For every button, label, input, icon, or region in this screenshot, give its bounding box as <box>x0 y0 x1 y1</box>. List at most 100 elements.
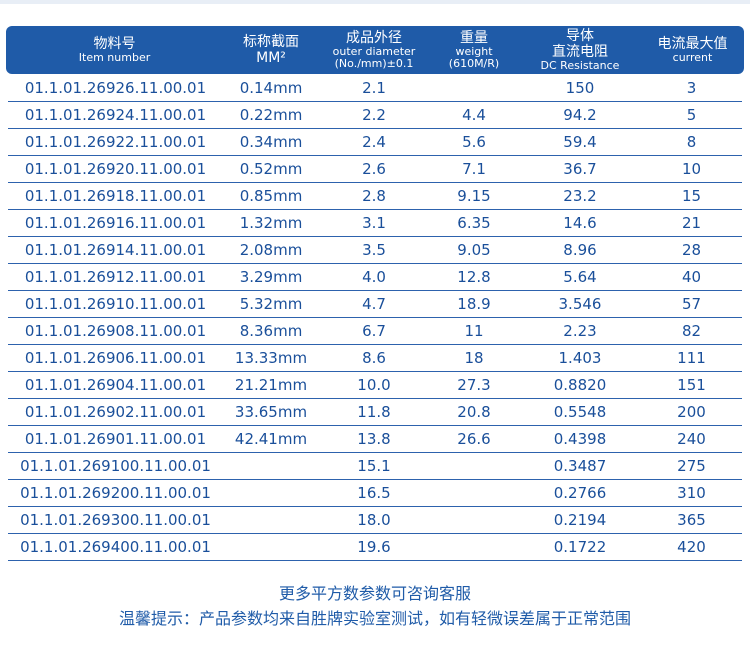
table-cell: 2.1 <box>319 75 429 102</box>
table-cell: 18.9 <box>429 290 519 318</box>
table-row: 01.1.01.26914.11.00.01 2.08mm 3.5 9.05 8.96 2… <box>8 236 742 264</box>
table-cell: 01.1.01.26918.11.00.01 <box>8 182 223 210</box>
table-cell: 0.2194 <box>519 506 641 534</box>
table-cell: 01.1.01.26914.11.00.01 <box>8 236 223 264</box>
table-row: 01.1.01.26906.11.00.01 13.33mm 8.6 18 1.403 1… <box>8 344 742 372</box>
table-cell: 2.08mm <box>223 236 319 264</box>
table-row: 01.1.01.26920.11.00.01 0.52mm 2.6 7.1 36.7 10 <box>8 155 742 183</box>
table-cell: 28 <box>641 236 742 264</box>
table-cell: 151 <box>641 371 742 399</box>
table-cell: 0.85mm <box>223 182 319 210</box>
table-cell: 420 <box>641 533 742 561</box>
table-cell: 12.8 <box>429 263 519 291</box>
table-cell: 6.7 <box>319 317 429 345</box>
table-cell: 0.14mm <box>223 75 319 102</box>
table-cell: 01.1.01.26926.11.00.01 <box>8 75 223 102</box>
table-cell: 3.5 <box>319 236 429 264</box>
table-cell: 0.1722 <box>519 533 641 561</box>
table-row: 01.1.01.269200.11.00.01 16.5 0.2766 310 <box>8 479 742 507</box>
table-cell: 7.1 <box>429 155 519 183</box>
table-row: 01.1.01.26902.11.00.01 33.65mm 11.8 20.8 0.5… <box>8 398 742 426</box>
table-cell: 18 <box>429 344 519 372</box>
table-cell: 27.3 <box>429 371 519 399</box>
table-row: 01.1.01.26926.11.00.01 0.14mm 2.1 150 3 <box>8 75 742 102</box>
table-cell <box>429 506 519 534</box>
table-cell: 200 <box>641 398 742 426</box>
table-cell: 11.8 <box>319 398 429 426</box>
table-cell: 3.546 <box>519 290 641 318</box>
table-cell: 111 <box>641 344 742 372</box>
table-cell: 01.1.01.26901.11.00.01 <box>8 425 223 453</box>
header-en: (610M/R) <box>448 57 500 70</box>
table-cell: 01.1.01.26904.11.00.01 <box>8 371 223 399</box>
table-cell: 2.4 <box>319 128 429 156</box>
table-row: 01.1.01.26908.11.00.01 8.36mm 6.7 11 2.23 82 <box>8 317 742 345</box>
table-row: 01.1.01.26924.11.00.01 0.22mm 2.2 4.4 94.2 5 <box>8 101 742 129</box>
table-cell: 3.1 <box>319 209 429 237</box>
table-cell: 0.34mm <box>223 128 319 156</box>
table-cell: 01.1.01.269100.11.00.01 <box>8 452 223 480</box>
table-cell: 16.5 <box>319 479 429 507</box>
table-cell: 21 <box>641 209 742 237</box>
table-cell <box>429 479 519 507</box>
table-cell: 0.2766 <box>519 479 641 507</box>
table-cell: 11 <box>429 317 519 345</box>
table-cell: 20.8 <box>429 398 519 426</box>
table-cell <box>223 533 319 561</box>
table-cell: 8.96 <box>519 236 641 264</box>
table-cell: 13.33mm <box>223 344 319 372</box>
table-cell: 8.36mm <box>223 317 319 345</box>
table-cell: 5.64 <box>519 263 641 291</box>
table-cell: 365 <box>641 506 742 534</box>
table-cell: 6.35 <box>429 209 519 237</box>
header-weight: 重量 weight (610M/R) <box>429 26 519 74</box>
header-en: weight <box>455 45 493 58</box>
more-info-note: 更多平方数参数可咨询客服 <box>278 584 471 603</box>
table-cell: 5.6 <box>429 128 519 156</box>
table-cell: 01.1.01.26922.11.00.01 <box>8 128 223 156</box>
table-cell: 150 <box>519 75 641 102</box>
header-zh: 直流电阻 <box>552 44 608 60</box>
header-outer-diameter: 成品外径 outer diameter (No./mm)±0.1 <box>319 26 429 74</box>
table-cell: 8.6 <box>319 344 429 372</box>
table-cell: 0.22mm <box>223 101 319 129</box>
header-zh: 导体 <box>566 28 594 44</box>
table-cell: 01.1.01.269200.11.00.01 <box>8 479 223 507</box>
table-cell: 23.2 <box>519 182 641 210</box>
table-cell <box>223 479 319 507</box>
header-zh: 成品外径 <box>346 30 402 46</box>
table-row: 01.1.01.269100.11.00.01 15.1 0.3487 275 <box>8 452 742 480</box>
table-cell: 2.23 <box>519 317 641 345</box>
table-cell: 36.7 <box>519 155 641 183</box>
table-cell: 01.1.01.26910.11.00.01 <box>8 290 223 318</box>
table-cell: 9.05 <box>429 236 519 264</box>
table-cell: 1.403 <box>519 344 641 372</box>
table-cell: 3.29mm <box>223 263 319 291</box>
table-row: 01.1.01.26904.11.00.01 21.21mm 10.0 27.3 0.8… <box>8 371 742 399</box>
table-cell: 01.1.01.269300.11.00.01 <box>8 506 223 534</box>
table-cell: 2.2 <box>319 101 429 129</box>
table-cell: 01.1.01.26924.11.00.01 <box>8 101 223 129</box>
header-zh: 电流最大值 <box>657 36 728 52</box>
table-cell: 01.1.01.26902.11.00.01 <box>8 398 223 426</box>
header-en: (No./mm)±0.1 <box>334 57 414 70</box>
table-row: 01.1.01.26916.11.00.01 1.32mm 3.1 6.35 14.6 2… <box>8 209 742 237</box>
header-zh: 重量 <box>460 30 488 46</box>
table-cell <box>223 506 319 534</box>
disclaimer-note: 温馨提示：产品参数均来自胜牌实验室测试，如有轻微误差属于正常范围 <box>118 609 631 628</box>
table-cell: 5 <box>641 101 742 129</box>
table-cell: 01.1.01.26906.11.00.01 <box>8 344 223 372</box>
table-cell: 26.6 <box>429 425 519 453</box>
table-cell: 33.65mm <box>223 398 319 426</box>
table-cell: 10 <box>641 155 742 183</box>
table-cell: 8 <box>641 128 742 156</box>
table-cell: 3 <box>641 75 742 102</box>
table-cell: 5.32mm <box>223 290 319 318</box>
table-cell: 0.8820 <box>519 371 641 399</box>
table-header: 物料号 Item number 标称截面 MM² 成品外径 outer diamete… <box>6 26 744 74</box>
header-zh: 标称截面 <box>243 34 299 50</box>
header-dc-resistance: 导体 直流电阻 DC Resistance <box>519 26 641 74</box>
table-cell: 21.21mm <box>223 371 319 399</box>
table-cell: 0.4398 <box>519 425 641 453</box>
table-cell: 19.6 <box>319 533 429 561</box>
